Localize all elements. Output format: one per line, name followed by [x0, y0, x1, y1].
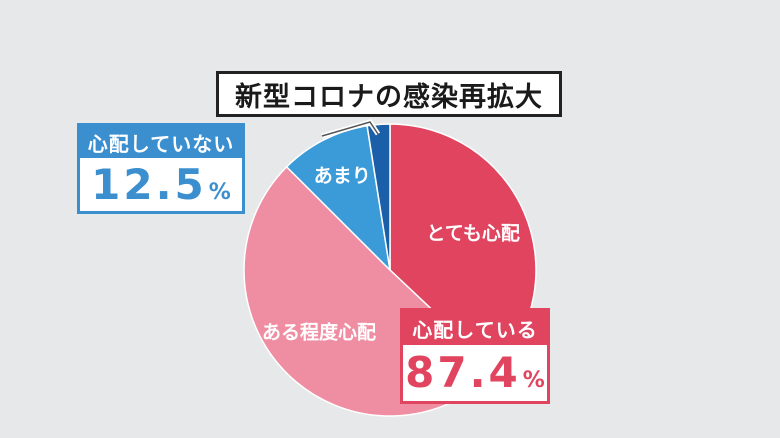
pie-slice-2	[285, 124, 392, 273]
not-worried-label: 心配していない	[80, 126, 242, 158]
pie-slice-label-2: あまり	[314, 165, 371, 187]
worried-number: 87.4	[405, 348, 521, 397]
pie-slice-label-0: とても心配	[426, 223, 519, 245]
worried-value: 87.4%	[403, 345, 547, 401]
pie-slice-label-1: ある程度心配	[262, 320, 376, 343]
worried-label: 心配している	[403, 311, 547, 345]
not-worried-number: 12.5	[91, 160, 207, 209]
chart-title: 新型コロナの感染再拡大	[216, 71, 562, 117]
worried-callout: 心配している 87.4%	[400, 308, 550, 404]
not-worried-callout: 心配していない 12.5%	[77, 123, 245, 214]
mattaku-leader-line-inner	[321, 121, 379, 137]
pie-slice-3	[366, 123, 391, 271]
worried-unit: %	[522, 368, 545, 393]
not-worried-value: 12.5%	[80, 158, 242, 211]
not-worried-unit: %	[208, 180, 231, 205]
